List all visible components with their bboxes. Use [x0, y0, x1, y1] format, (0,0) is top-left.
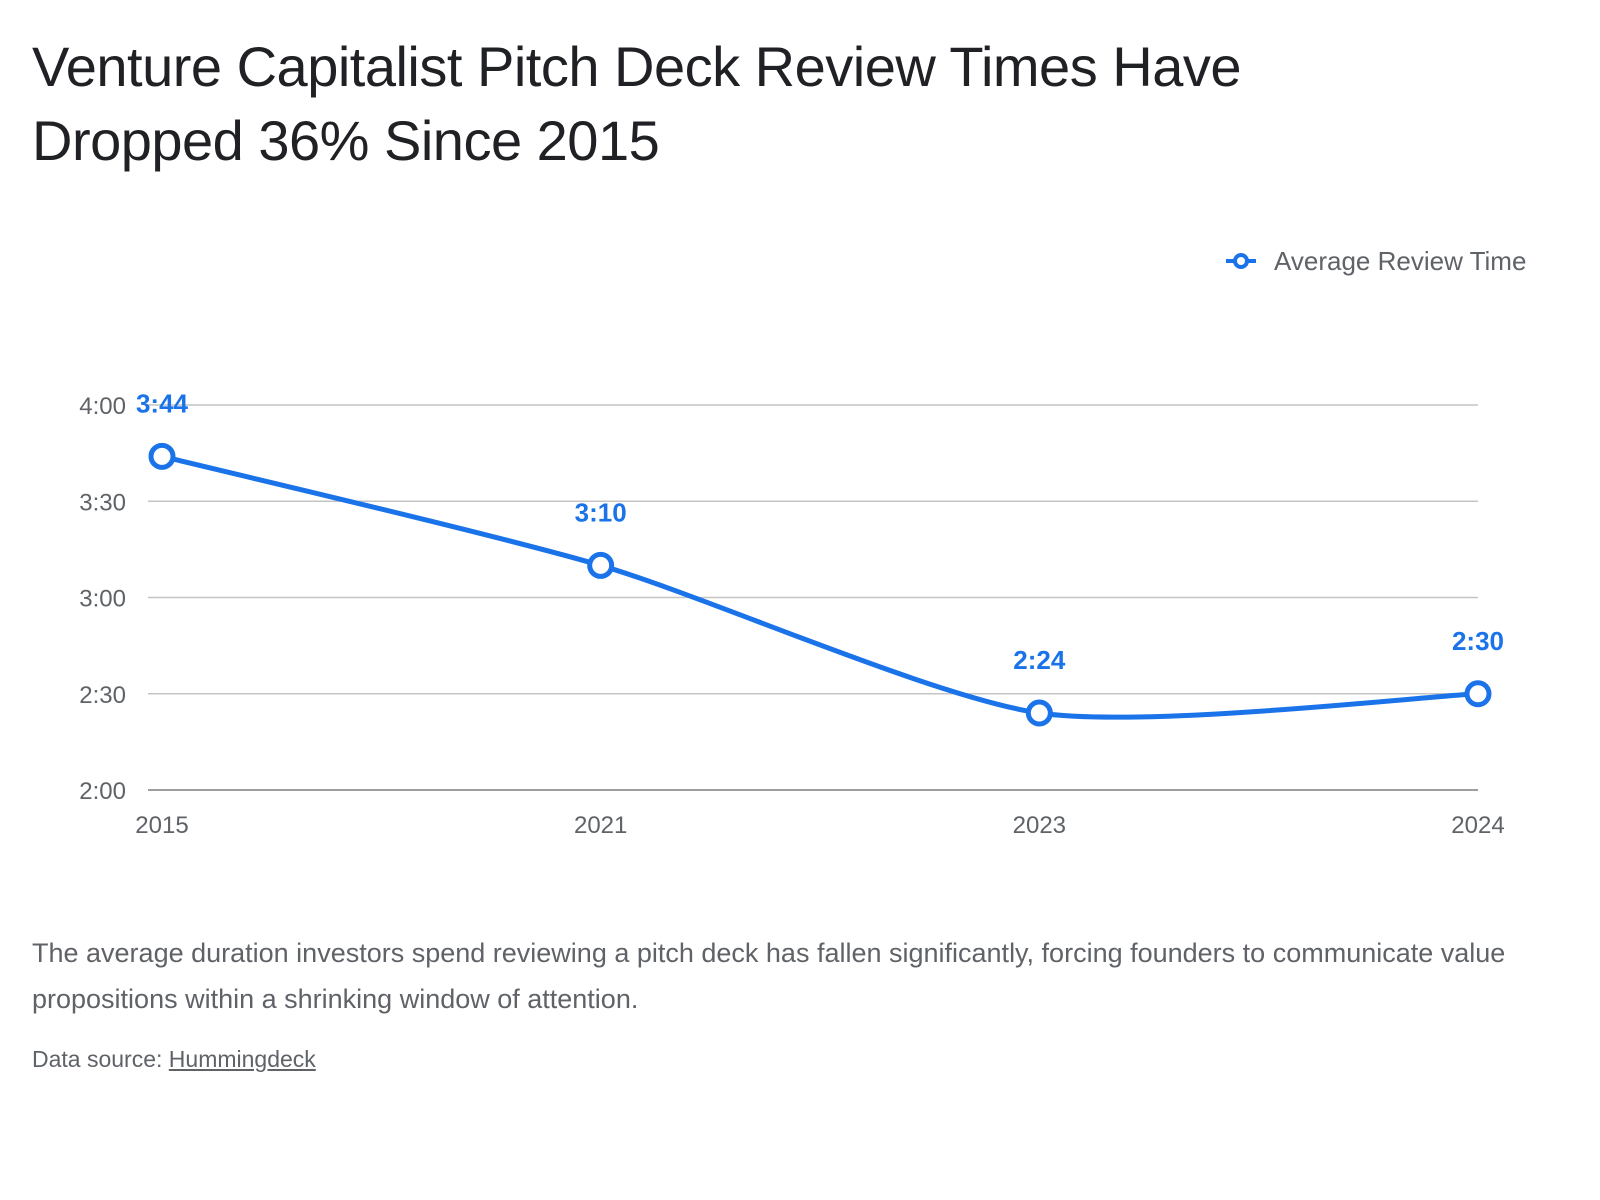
data-point[interactable] — [587, 551, 615, 579]
y-tick-label: 3:30 — [79, 489, 126, 516]
data-point[interactable] — [1025, 699, 1053, 727]
x-tick-label: 2024 — [1451, 812, 1504, 839]
data-source: Data source: Hummingdeck — [32, 1044, 316, 1074]
y-tick-label: 4:00 — [79, 393, 126, 420]
gridlines — [148, 404, 1478, 791]
chart-title: Venture Capitalist Pitch Deck Review Tim… — [32, 35, 1242, 172]
data-label: 2:24 — [1013, 645, 1066, 675]
y-tick-label: 2:00 — [79, 778, 126, 805]
x-tick-label: 2015 — [135, 812, 188, 839]
data-label: 3:10 — [575, 497, 627, 527]
legend[interactable]: Average Review Time — [1226, 246, 1526, 276]
x-axis: 2015 2021 2023 2024 — [135, 812, 1504, 839]
legend-marker-icon — [1233, 253, 1249, 269]
data-label: 3:44 — [136, 388, 189, 418]
y-tick-label: 3:00 — [79, 586, 126, 613]
data-point[interactable] — [1464, 680, 1492, 708]
data-source-prefix: Data source: — [32, 1046, 169, 1072]
data-point[interactable] — [148, 442, 176, 470]
chart-description: The average duration investors spend rev… — [32, 938, 1506, 1014]
line-chart: Average Review Time 2:00 2:30 3:00 3:30 4:00… — [79, 246, 1526, 839]
data-source-link[interactable]: Hummingdeck — [168, 1046, 316, 1072]
x-tick-label: 2023 — [1013, 812, 1066, 839]
x-tick-label: 2021 — [574, 812, 627, 839]
data-label: 2:30 — [1452, 626, 1504, 656]
series-average-review-time: 3:44 3:10 2:24 2:30 — [136, 388, 1504, 727]
y-tick-label: 2:30 — [79, 682, 126, 709]
series-line — [159, 453, 1481, 720]
y-axis: 2:00 2:30 3:00 3:30 4:00 — [79, 393, 126, 805]
legend-label: Average Review Time — [1274, 246, 1526, 276]
